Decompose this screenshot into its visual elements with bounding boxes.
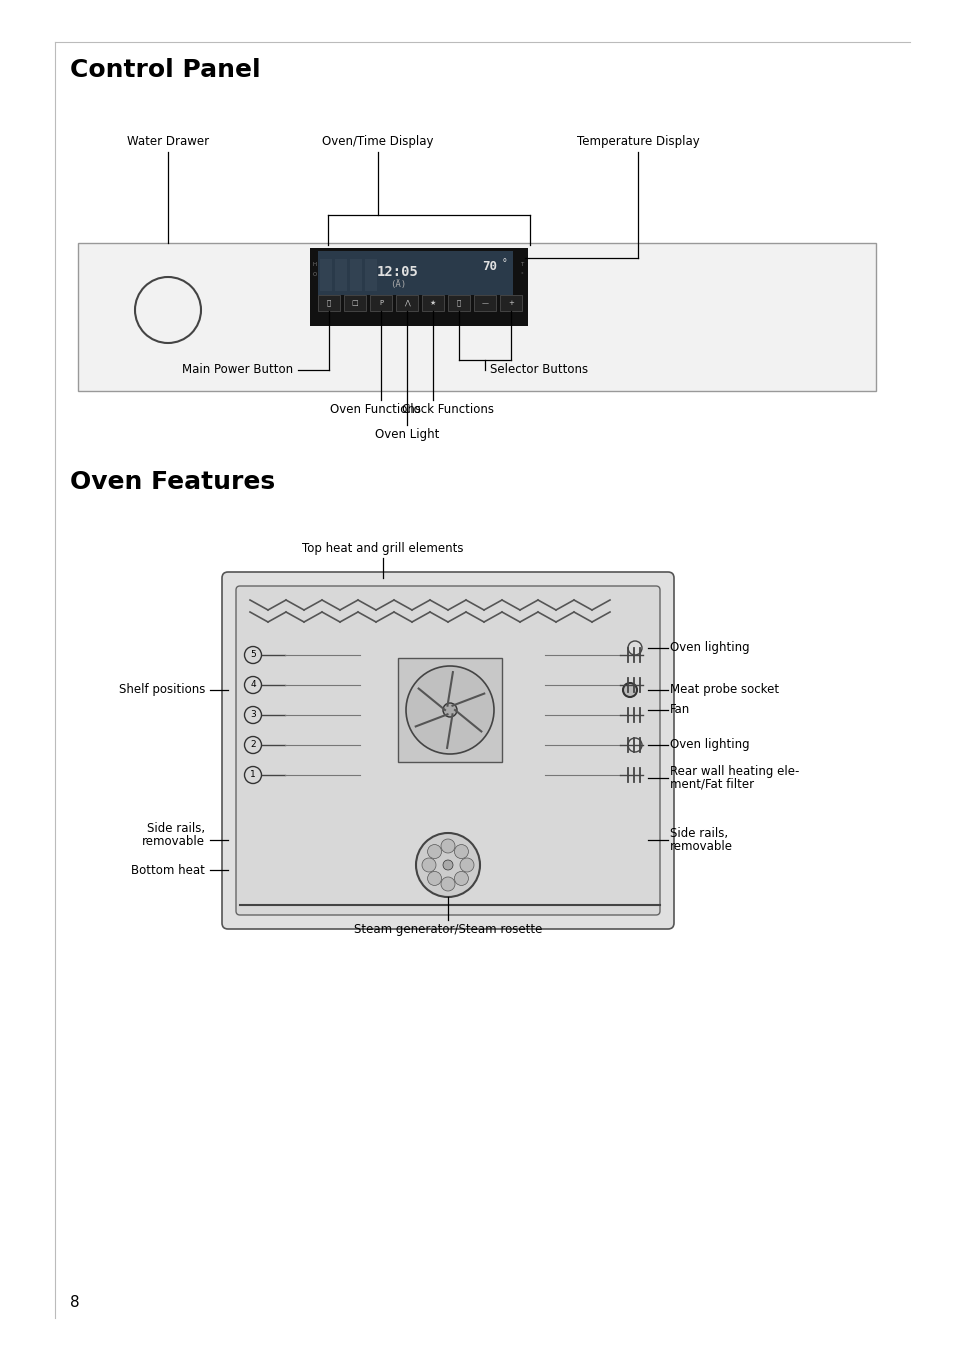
Text: Temperature Display: Temperature Display xyxy=(576,135,699,147)
Text: removable: removable xyxy=(669,840,732,853)
Circle shape xyxy=(244,646,261,664)
Text: 1: 1 xyxy=(250,771,255,780)
Text: Main Power Button: Main Power Button xyxy=(182,364,293,376)
Text: Fan: Fan xyxy=(669,703,690,717)
Bar xyxy=(319,260,332,291)
Circle shape xyxy=(442,703,456,717)
Text: Oven Light: Oven Light xyxy=(375,429,438,441)
Text: Shelf positions: Shelf positions xyxy=(118,684,205,696)
Bar xyxy=(370,295,392,311)
Text: 2: 2 xyxy=(250,741,255,749)
Text: +: + xyxy=(508,300,514,306)
Bar xyxy=(78,243,875,391)
Text: ⏻: ⏻ xyxy=(327,300,331,307)
Text: (Ä): (Ä) xyxy=(390,280,406,289)
Text: ★: ★ xyxy=(430,300,436,306)
FancyBboxPatch shape xyxy=(222,572,673,929)
Circle shape xyxy=(406,667,494,754)
Text: °: ° xyxy=(520,273,523,277)
Text: ⏻: ⏻ xyxy=(456,300,460,307)
Circle shape xyxy=(135,277,201,343)
Bar xyxy=(448,295,470,311)
Text: Meat probe socket: Meat probe socket xyxy=(669,684,779,696)
Circle shape xyxy=(454,872,468,886)
Circle shape xyxy=(440,877,455,891)
Text: Clock Functions: Clock Functions xyxy=(401,403,494,416)
Bar xyxy=(350,260,361,291)
Bar xyxy=(310,247,527,326)
Bar xyxy=(474,295,496,311)
Text: Rear wall heating ele-: Rear wall heating ele- xyxy=(669,765,799,777)
Circle shape xyxy=(627,641,641,654)
Text: P: P xyxy=(378,300,383,306)
Text: T: T xyxy=(519,262,523,268)
Text: 8: 8 xyxy=(70,1295,79,1310)
Bar xyxy=(317,295,339,311)
Bar xyxy=(365,260,376,291)
Text: 12:05: 12:05 xyxy=(376,265,418,279)
Circle shape xyxy=(454,845,468,859)
Text: Bottom heat: Bottom heat xyxy=(131,864,205,876)
Text: Side rails,: Side rails, xyxy=(147,822,205,836)
Text: Side rails,: Side rails, xyxy=(669,827,727,840)
Bar xyxy=(335,260,347,291)
Circle shape xyxy=(421,859,436,872)
Text: H: H xyxy=(313,262,316,268)
Circle shape xyxy=(244,676,261,694)
Text: 70: 70 xyxy=(482,261,497,273)
Text: Oven Features: Oven Features xyxy=(70,470,274,493)
Text: 4: 4 xyxy=(250,680,255,690)
Text: 5: 5 xyxy=(250,650,255,660)
Bar xyxy=(344,295,366,311)
Circle shape xyxy=(627,738,641,752)
Bar xyxy=(397,658,501,763)
Circle shape xyxy=(244,707,261,723)
Circle shape xyxy=(244,737,261,753)
Text: ment/Fat filter: ment/Fat filter xyxy=(669,777,753,791)
Text: □: □ xyxy=(352,300,358,306)
Text: Top heat and grill elements: Top heat and grill elements xyxy=(302,542,463,556)
Bar xyxy=(317,251,513,295)
Text: ⋀: ⋀ xyxy=(404,300,410,306)
Text: °: ° xyxy=(501,258,507,268)
Circle shape xyxy=(244,767,261,784)
Circle shape xyxy=(427,872,441,886)
Text: Oven lighting: Oven lighting xyxy=(669,738,749,752)
Circle shape xyxy=(459,859,474,872)
Circle shape xyxy=(427,845,441,859)
Text: Oven/Time Display: Oven/Time Display xyxy=(322,135,434,147)
Text: Oven Functions: Oven Functions xyxy=(330,403,421,416)
Text: Oven lighting: Oven lighting xyxy=(669,641,749,654)
Circle shape xyxy=(622,683,637,698)
Text: O: O xyxy=(313,273,316,277)
Text: —: — xyxy=(481,300,488,306)
Text: Water Drawer: Water Drawer xyxy=(127,135,209,147)
Text: Selector Buttons: Selector Buttons xyxy=(490,364,587,376)
Text: Steam generator/Steam rosette: Steam generator/Steam rosette xyxy=(354,923,541,936)
Bar xyxy=(499,295,521,311)
Bar xyxy=(395,295,417,311)
Bar xyxy=(421,295,443,311)
Text: Control Panel: Control Panel xyxy=(70,58,260,82)
Circle shape xyxy=(416,833,479,896)
Text: removable: removable xyxy=(142,836,205,848)
Text: 3: 3 xyxy=(250,711,255,719)
FancyBboxPatch shape xyxy=(235,585,659,915)
Circle shape xyxy=(440,840,455,853)
Circle shape xyxy=(442,860,453,869)
